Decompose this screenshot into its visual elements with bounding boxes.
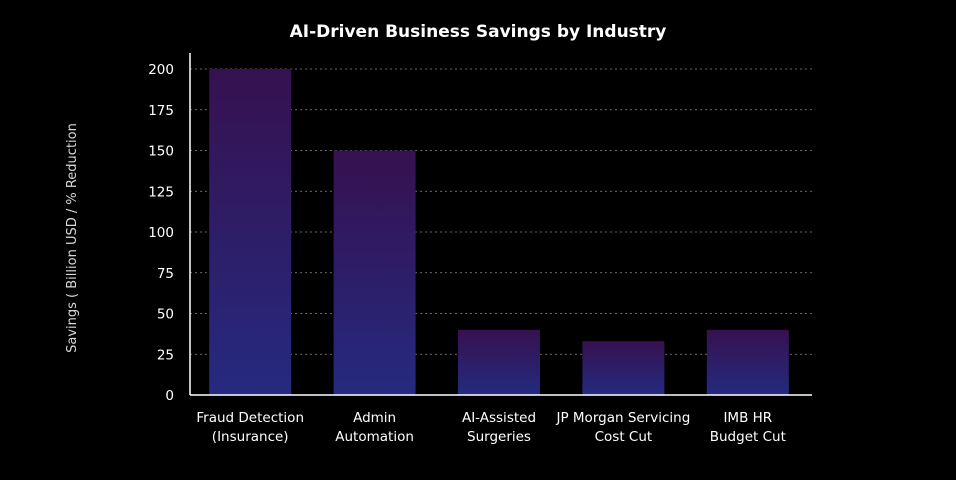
y-tick-label-125: 125 (148, 184, 174, 200)
bars (209, 69, 789, 395)
y-tick-label-150: 150 (148, 144, 174, 160)
y-tick-label-25: 25 (157, 347, 174, 363)
bar-2 (458, 329, 540, 395)
axes (189, 53, 812, 396)
chart-title: AI-Driven Business Savings by Industry (290, 22, 667, 42)
x-tick-label-4: IMB HR Budget Cut (710, 410, 786, 445)
y-axis-label: Savings ( Billion USD / % Reduction (65, 123, 80, 353)
x-tick-label-0: Fraud Detection (Insurance) (196, 410, 304, 445)
y-tick-label-50: 50 (157, 307, 174, 323)
x-tick-labels: Fraud Detection (Insurance) Admin Automatio… (196, 410, 785, 445)
x-tick-label-1: Admin Automation (335, 410, 414, 445)
bar-0 (209, 69, 292, 395)
bar-4 (706, 329, 789, 395)
bar-1 (333, 150, 416, 395)
x-tick-label-3: JP Morgan Servicing Cost Cut (556, 410, 691, 445)
y-tick-label-175: 175 (148, 103, 174, 119)
bar-3 (582, 341, 665, 395)
y-tick-label-100: 100 (148, 225, 174, 241)
y-tick-label-200: 200 (148, 62, 174, 78)
y-tick-label-75: 75 (157, 266, 174, 282)
y-tick-label-0: 0 (165, 388, 174, 404)
y-tick-labels: 0 25 50 75 100 125 150 175 200 (148, 62, 174, 404)
x-tick-label-2: AI-Assisted Surgeries (462, 410, 536, 445)
